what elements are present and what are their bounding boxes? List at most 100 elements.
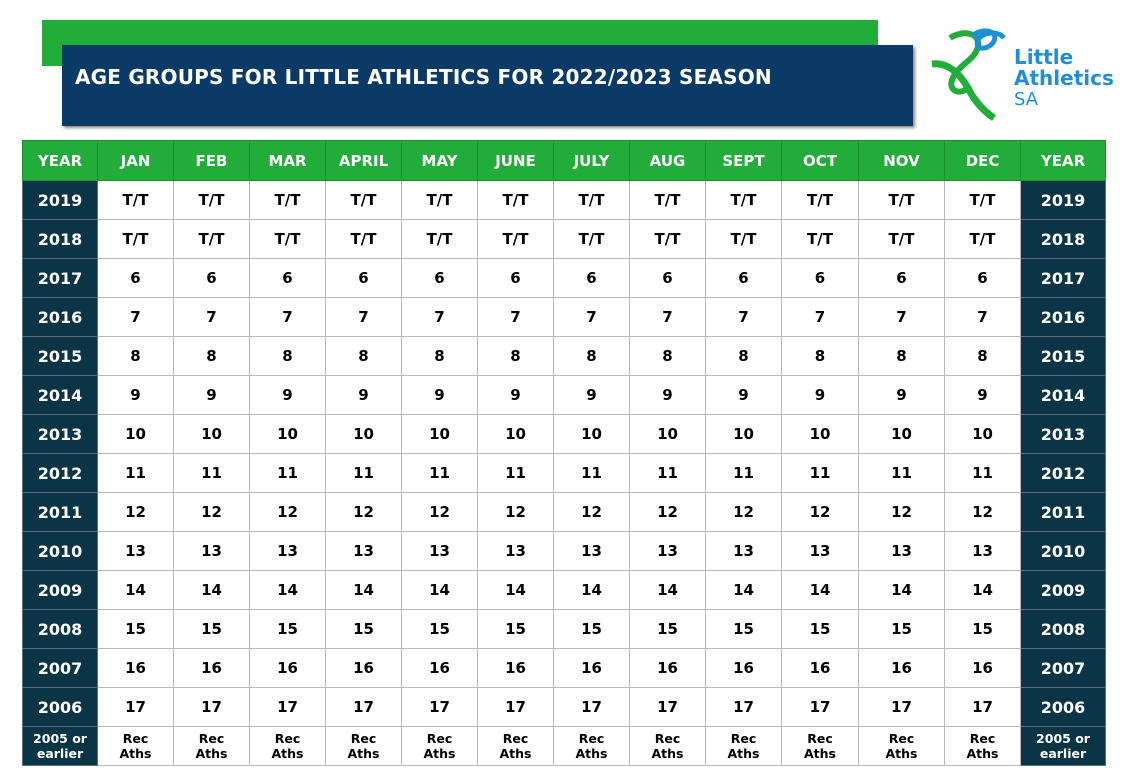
age-cell: 14 [477,570,554,610]
age-cell: 16 [858,648,945,688]
age-cell: 7 [477,297,554,337]
age-cell: T/T [858,219,945,259]
age-cell: 16 [781,648,859,688]
logo: Little Athletics SA [931,28,1114,121]
age-cell: 12 [249,492,326,532]
age-cell: 14 [944,570,1021,610]
age-cell: 9 [173,375,250,415]
age-cell: 13 [173,531,250,571]
year-cell: 2010 [22,531,98,571]
age-cell: 13 [97,531,174,571]
age-cell: 7 [629,297,706,337]
age-cell: 10 [325,414,402,454]
age-cell: 17 [781,687,859,727]
age-cell: 17 [325,687,402,727]
age-cell: 11 [944,453,1021,493]
column-header: JUNE [477,140,554,181]
table-row: 2006 17 17 17 17 17 17 17 17 17 17 17 17 2006 [22,687,1106,727]
age-cell: 8 [944,336,1021,376]
year-cell: 2011 [1020,492,1106,532]
column-header: JAN [97,140,174,181]
age-cell: 6 [705,258,782,298]
age-cell: 15 [249,609,326,649]
age-cell: 17 [97,687,174,727]
age-cell: Rec Aths [781,726,859,766]
column-header: OCT [781,140,859,181]
age-cell: 9 [944,375,1021,415]
age-cell: 8 [97,336,174,376]
age-cell: T/T [705,180,782,220]
age-cell: Rec Aths [477,726,554,766]
column-header: YEAR [22,140,98,181]
age-cell: 15 [97,609,174,649]
age-cell: 17 [401,687,478,727]
age-cell: 10 [477,414,554,454]
age-cell: 6 [477,258,554,298]
year-cell: 2012 [1020,453,1106,493]
year-cell: 2008 [22,609,98,649]
column-header: AUG [629,140,706,181]
age-cell: 14 [249,570,326,610]
age-cell: 8 [249,336,326,376]
age-cell: 10 [944,414,1021,454]
column-header: MAY [401,140,478,181]
age-cell: 16 [629,648,706,688]
age-cell: Rec Aths [325,726,402,766]
age-cell: 7 [553,297,630,337]
age-cell: 6 [249,258,326,298]
age-cell: 15 [173,609,250,649]
age-cell: 11 [629,453,706,493]
age-cell: 10 [401,414,478,454]
table-row: 2019 T/T T/T T/T T/T T/T T/T T/T T/T T/T T/T T/T T/T… [22,180,1106,220]
year-cell: 2018 [1020,219,1106,259]
age-cell: Rec Aths [249,726,326,766]
age-cell: 15 [858,609,945,649]
year-cell: 2008 [1020,609,1106,649]
age-cell: 13 [629,531,706,571]
age-cell: 10 [249,414,326,454]
age-cell: Rec Aths [173,726,250,766]
age-cell: 17 [705,687,782,727]
age-cell: 15 [325,609,402,649]
age-cell: 17 [858,687,945,727]
age-cell: 12 [705,492,782,532]
age-cell: T/T [325,219,402,259]
age-cell: 16 [553,648,630,688]
age-cell: 16 [401,648,478,688]
age-cell: T/T [705,219,782,259]
age-cell: 11 [325,453,402,493]
age-cell: 14 [629,570,706,610]
year-cell: 2018 [22,219,98,259]
year-cell: 2013 [1020,414,1106,454]
age-cell: 13 [401,531,478,571]
age-cell: 9 [705,375,782,415]
table-row: 2016 7 7 7 7 7 7 7 7 7 7 7 7 2016 [22,297,1106,337]
table-row: 2010 13 13 13 13 13 13 13 13 13 13 13 13 2010 [22,531,1106,571]
table-row: 2017 6 6 6 6 6 6 6 6 6 6 6 6 2017 [22,258,1106,298]
column-header: MAR [249,140,326,181]
age-cell: 6 [173,258,250,298]
age-cell: 8 [629,336,706,376]
age-cell: 16 [477,648,554,688]
age-cell: 9 [553,375,630,415]
age-cell: 6 [97,258,174,298]
age-cell: 11 [401,453,478,493]
column-header: APRIL [325,140,402,181]
age-cell: 13 [705,531,782,571]
age-cell: T/T [629,219,706,259]
age-cell: 7 [781,297,859,337]
year-cell: 2015 [22,336,98,376]
age-cell: T/T [401,180,478,220]
column-header: JULY [553,140,630,181]
age-cell: 15 [781,609,859,649]
age-cell: 8 [325,336,402,376]
age-cell: 16 [249,648,326,688]
age-cell: 9 [781,375,859,415]
logo-swoosh [948,30,982,95]
column-header: YEAR [1020,140,1106,181]
age-cell: T/T [249,180,326,220]
table-row: 2018 T/T T/T T/T T/T T/T T/T T/T T/T T/T T/T T/T T/T… [22,219,1106,259]
age-cell: 9 [629,375,706,415]
title: AGE GROUPS FOR LITTLE ATHLETICS FOR 2022… [75,65,772,89]
